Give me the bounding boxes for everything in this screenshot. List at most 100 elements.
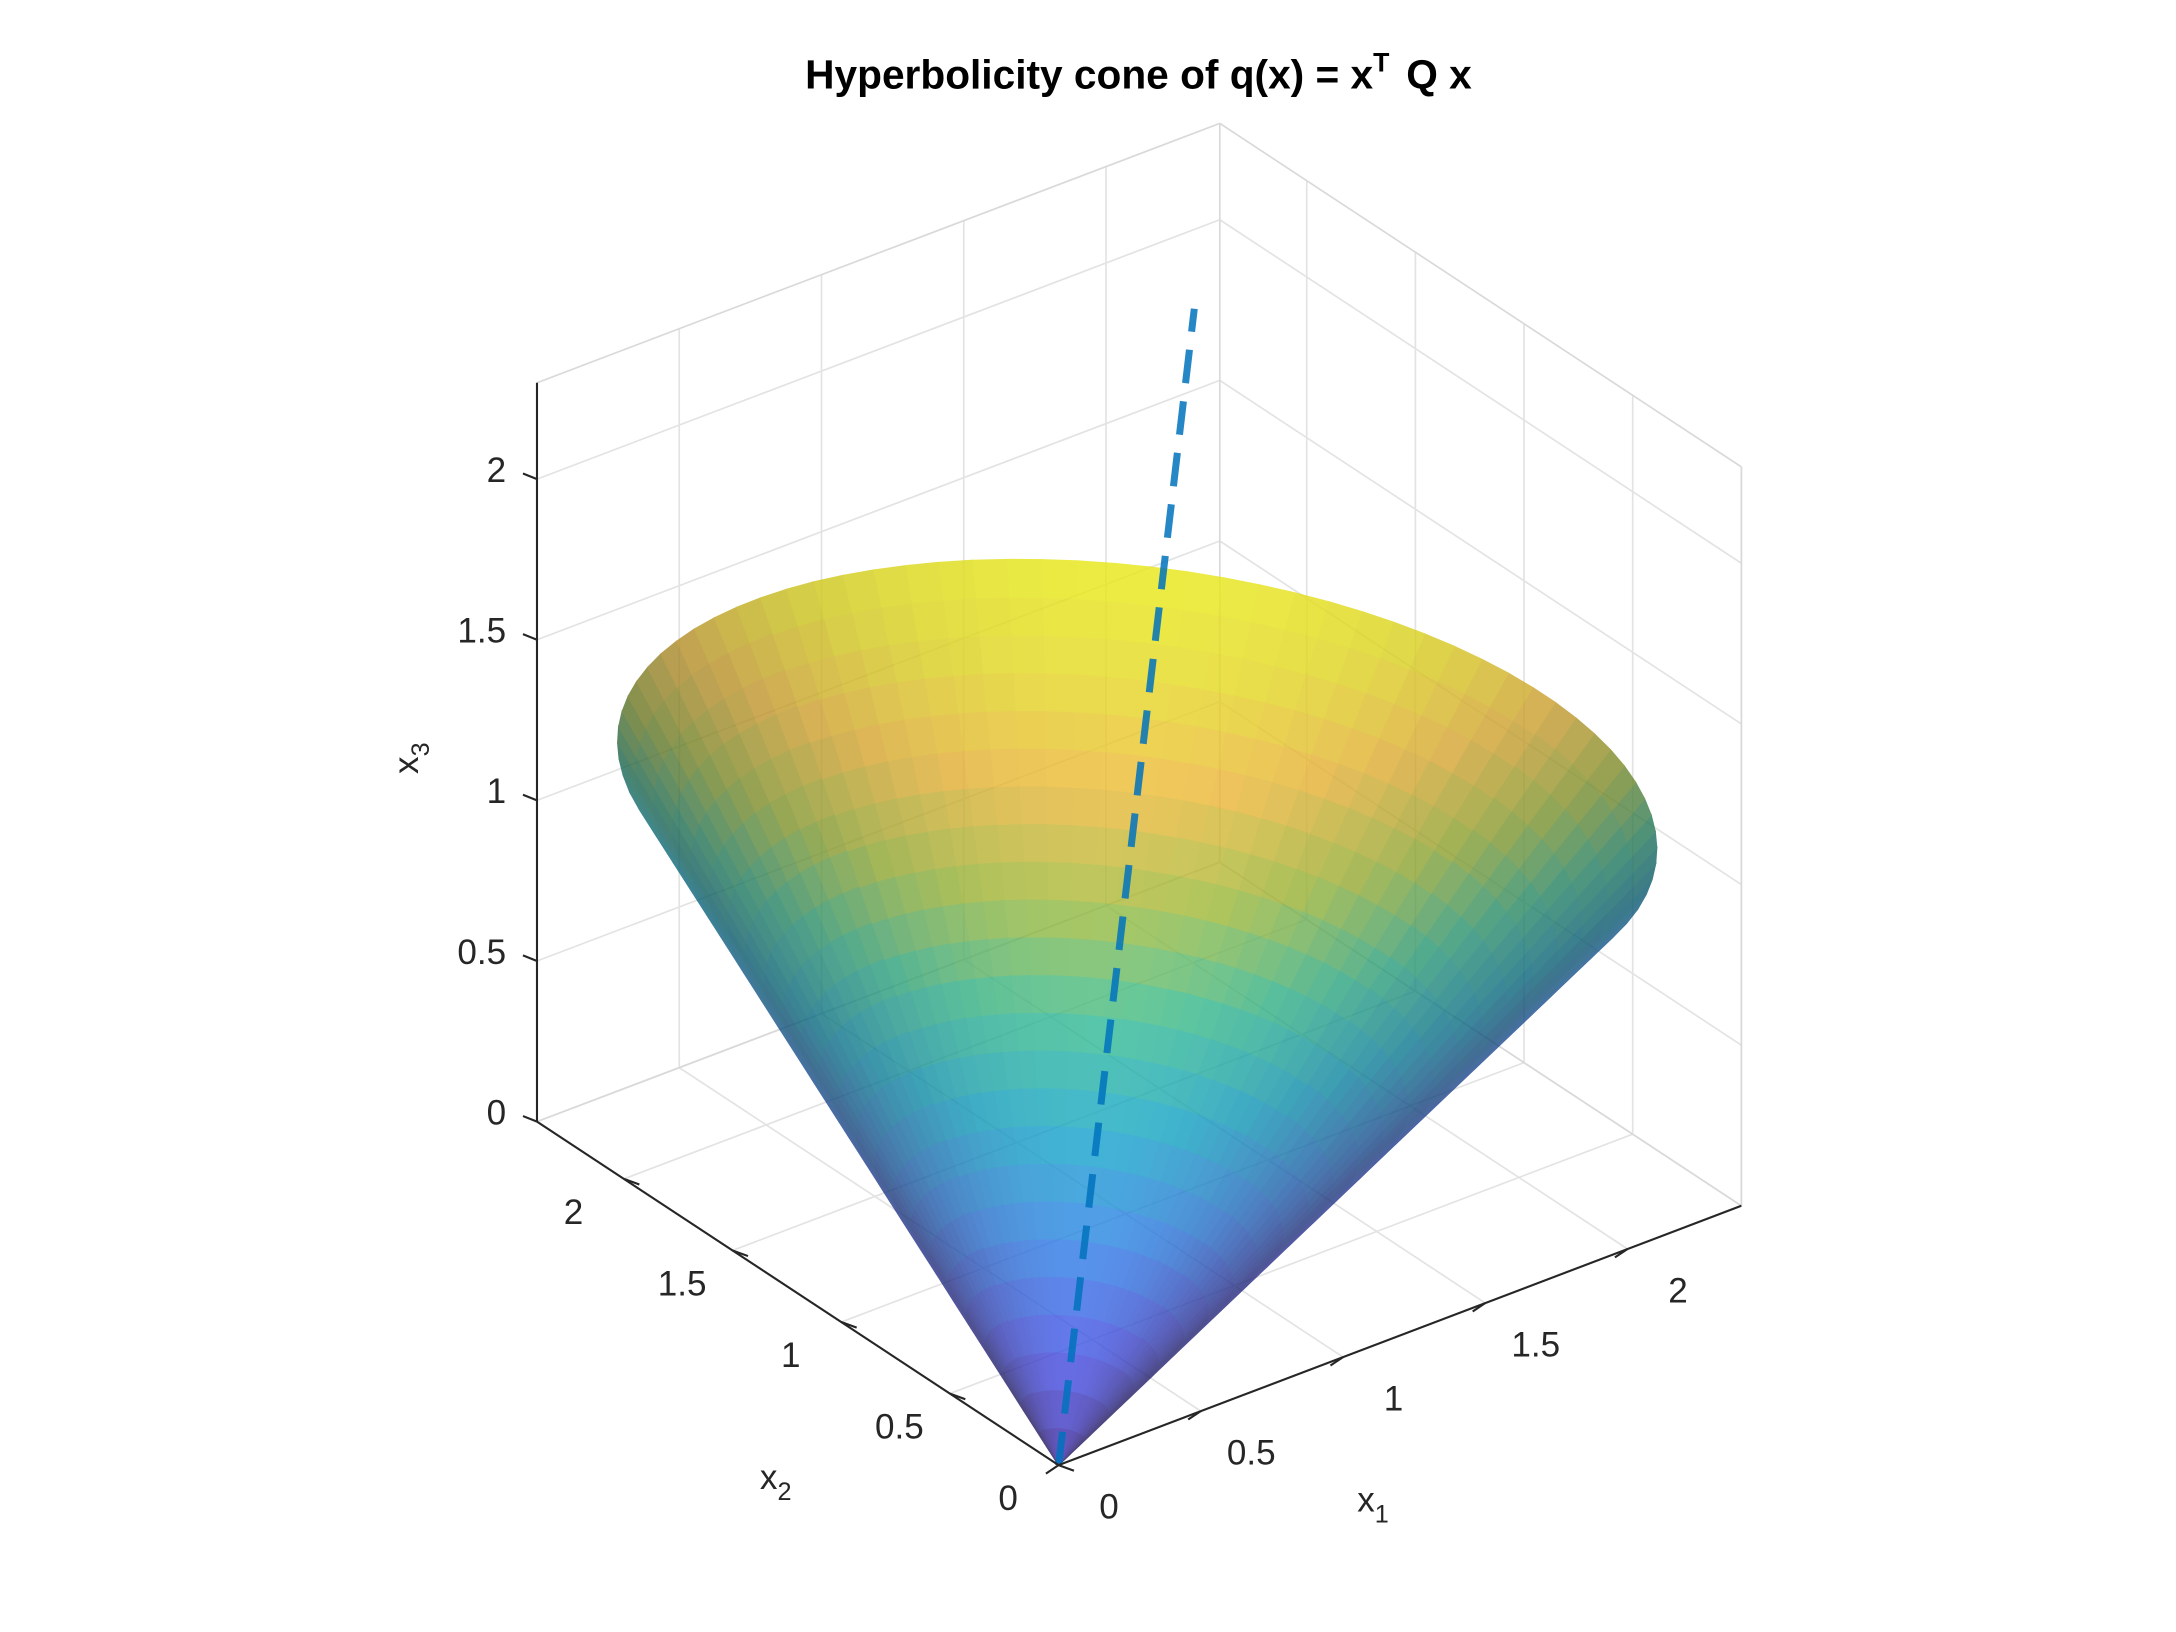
grid-line (1219, 379, 1742, 725)
surface-patch (1093, 863, 1122, 905)
x-tick-label: 0 (1099, 1487, 1119, 1526)
surface-patch (983, 898, 1010, 940)
dashed-line (1055, 308, 1198, 1466)
x-tick-label: 1.5 (1511, 1325, 1560, 1364)
tick-mark (522, 633, 538, 641)
x-label-text: x (1357, 1480, 1375, 1519)
surface-patch (1026, 898, 1051, 938)
surface-patch (1015, 709, 1047, 749)
grid-line (536, 218, 1221, 480)
box-edge (536, 122, 1221, 384)
surface-patch (1045, 747, 1076, 788)
surface-patch (1070, 861, 1097, 903)
surface-patch (1075, 635, 1112, 677)
tick-mark (1329, 1356, 1344, 1367)
surface-patch (979, 634, 1015, 674)
surface (617, 558, 1658, 1466)
surface-patch (938, 559, 978, 601)
surface-patch (1034, 1049, 1053, 1089)
surface-patch (1019, 785, 1049, 825)
surface-patch (1045, 1238, 1056, 1277)
y-axis-label: x2 (760, 1458, 792, 1506)
surface-patch (1017, 747, 1048, 787)
z-axis-label: x3 (387, 742, 435, 774)
z-label-sub: 3 (407, 742, 435, 756)
surface-patch (1071, 824, 1100, 865)
tick-mark (840, 1321, 858, 1329)
surface-patch (1146, 566, 1189, 610)
surface-patch (1004, 898, 1030, 938)
surface-patch (1181, 571, 1225, 616)
surface-patch (1040, 1162, 1055, 1202)
title-text: Hyperbolicity cone of q(x) = x (805, 51, 1373, 97)
surface-patch (1021, 823, 1049, 862)
tick-mark (623, 1177, 640, 1186)
tick-mark (1058, 1464, 1075, 1472)
surface-patch (1013, 672, 1047, 712)
y-label-text: x (760, 1458, 778, 1497)
surface-patch (1000, 860, 1028, 901)
surface-patch (1050, 1011, 1070, 1052)
surface-patch (1046, 785, 1075, 826)
surface-patch (978, 861, 1006, 902)
x-tick-label: 0.5 (1227, 1433, 1276, 1472)
tick-mark (522, 954, 538, 962)
z-tick-label: 1 (487, 772, 507, 811)
surface-patch (1018, 1049, 1038, 1089)
tick-mark (1187, 1410, 1202, 1421)
chart-title: Hyperbolicity cone of q(x) = xT Q x (805, 48, 1472, 98)
surface-patch (930, 712, 965, 754)
y-tick-label: 2 (564, 1193, 584, 1232)
x-label-sub: 1 (1375, 1501, 1389, 1529)
surface-patch (973, 823, 1003, 864)
grid-line (1219, 219, 1742, 564)
surface-patch (1109, 600, 1149, 643)
surface-patch (1049, 974, 1071, 1014)
tick-mark (732, 1249, 749, 1258)
surface-patch (917, 637, 955, 679)
y-tick-label: 1 (781, 1336, 801, 1375)
surface-patch (1069, 899, 1095, 940)
surface-patch (1030, 974, 1052, 1013)
y-tick-label: 1.5 (658, 1264, 707, 1303)
surface-patch (1036, 1087, 1054, 1127)
surface-patch (1053, 1200, 1066, 1240)
x-axis-label: x1 (1357, 1480, 1389, 1528)
surface-patch (905, 561, 945, 604)
surface-patch (1047, 860, 1073, 901)
surface-patch (1051, 1087, 1068, 1127)
box-edge (1219, 122, 1742, 468)
surface-patch (997, 822, 1026, 863)
surface-patch (1009, 596, 1045, 636)
tick-mark (522, 793, 538, 802)
surface-patch (1076, 598, 1114, 640)
tick-mark (1472, 1302, 1486, 1313)
surface-patch (1072, 786, 1102, 828)
surface-patch (1102, 713, 1137, 755)
surface-patch (993, 785, 1024, 825)
surface-patch (1038, 1124, 1054, 1164)
surface-patch (1067, 1012, 1088, 1053)
surface-patch (1043, 1200, 1056, 1240)
axes: 0 0.5 1 1.5 2 0 0.5 1 1.5 2 0 0.5 1 1.5 2 (457, 308, 1742, 1526)
surface-patch (1074, 711, 1107, 752)
surface-patch (1043, 596, 1079, 637)
surface-patch (986, 709, 1019, 750)
surface-patch (1098, 788, 1129, 830)
surface-patch (1022, 1087, 1041, 1127)
z-tick-label: 0.5 (457, 933, 506, 972)
surface-patch (1052, 1124, 1067, 1165)
surface-patch (1160, 720, 1197, 764)
z-tick-label: 0 (487, 1093, 507, 1132)
surface-patch (948, 635, 985, 676)
surface-patch (963, 748, 995, 789)
surface-patch (1024, 860, 1050, 900)
surface-patch (1011, 974, 1034, 1014)
z-tick-label: 2 (487, 451, 507, 490)
surface-patch (1066, 1050, 1086, 1091)
z-label-text: x (387, 756, 426, 774)
surface-patch (1043, 634, 1078, 675)
surface-patch (1176, 608, 1218, 653)
